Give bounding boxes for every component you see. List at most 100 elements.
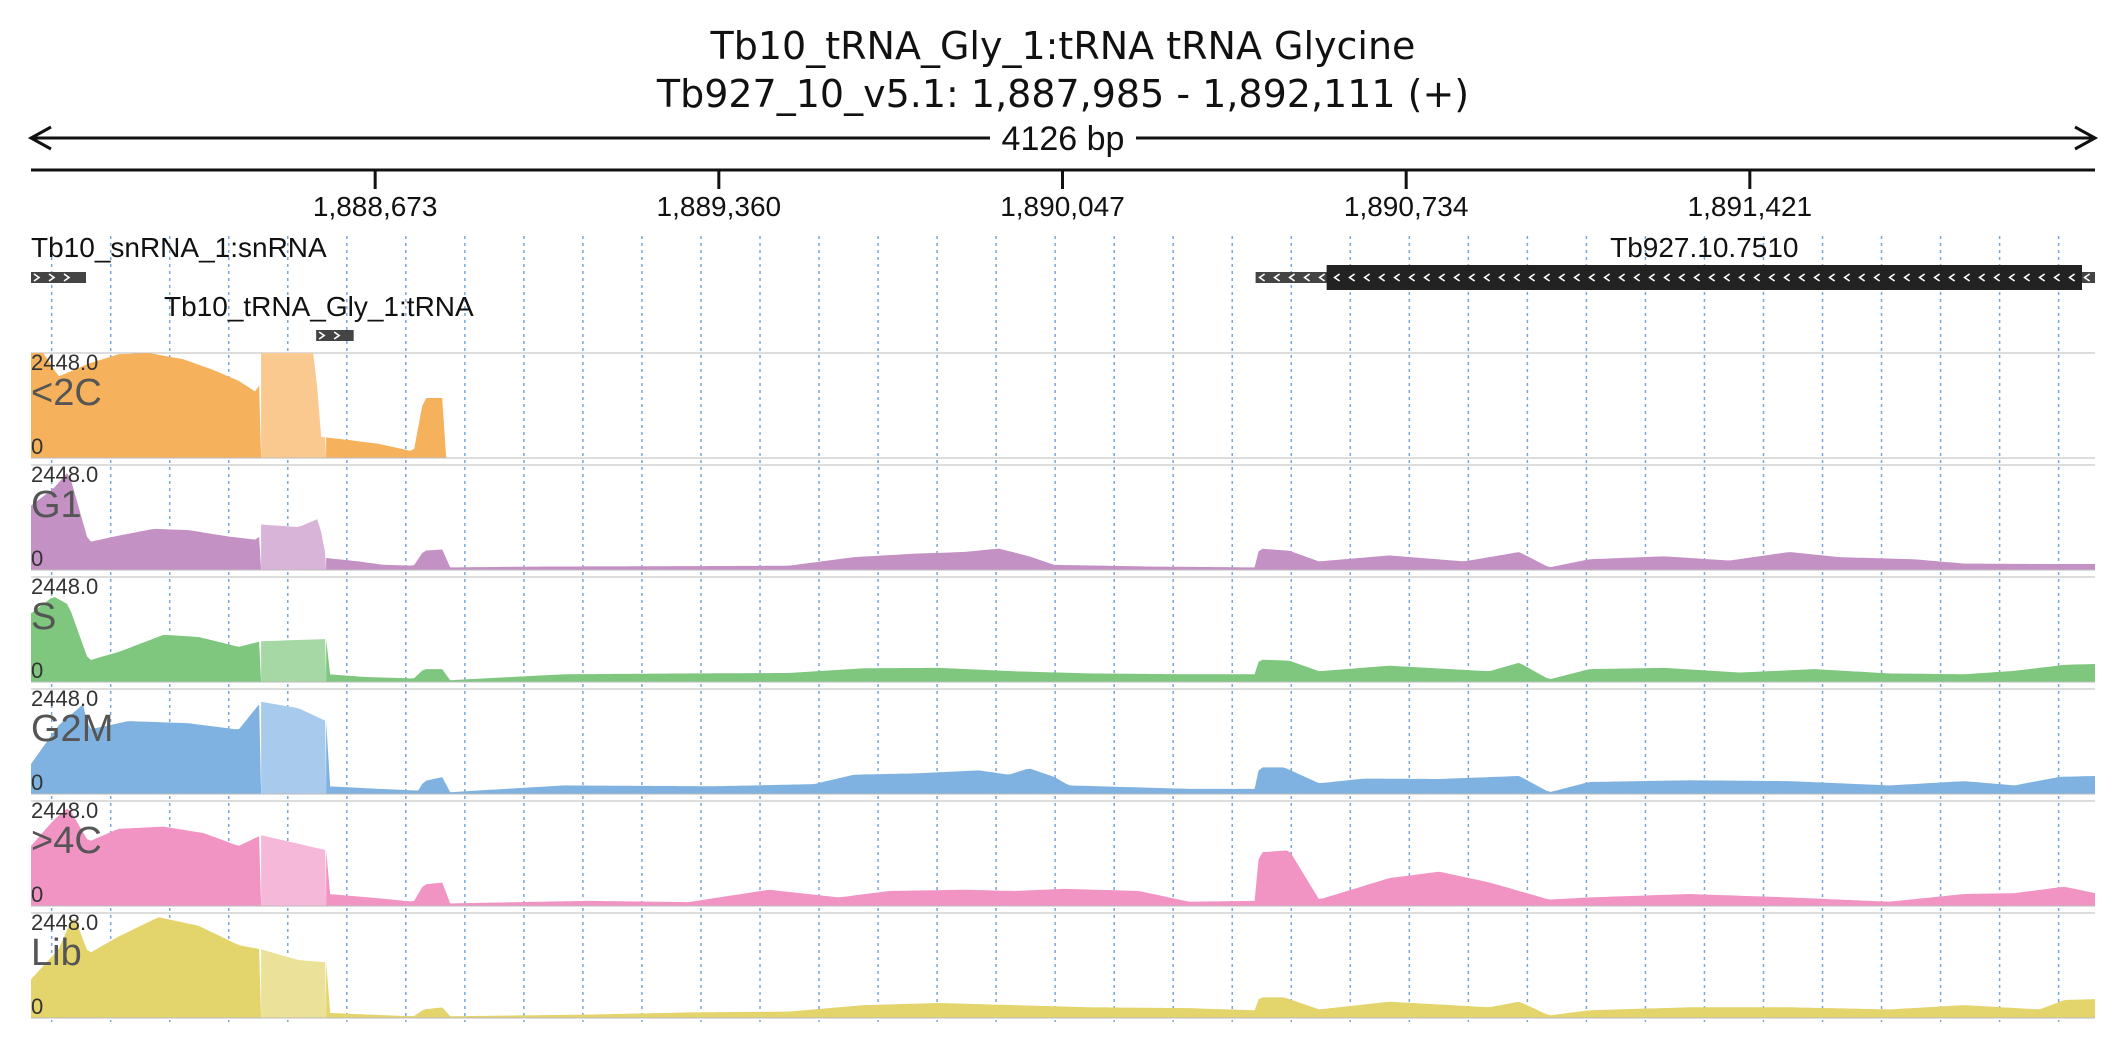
feature-bar bbox=[31, 272, 87, 283]
strand-arrow-glyph bbox=[1948, 273, 1956, 282]
strand-arrow-glyph bbox=[1558, 273, 1566, 282]
track-name-label: <2C bbox=[31, 372, 102, 414]
strand-arrow-glyph bbox=[1798, 273, 1806, 282]
feature-label: Tb10_snRNA_1:snRNA bbox=[31, 232, 327, 263]
strand-arrow-glyph bbox=[1813, 273, 1821, 282]
strand-arrow-glyph bbox=[1843, 273, 1851, 282]
track-ymax-label: 2448.0 bbox=[31, 462, 98, 487]
span-arrow: 4126 bp bbox=[27, 120, 2099, 158]
track-ymin-label: 0 bbox=[31, 882, 43, 907]
coverage-area bbox=[326, 639, 2095, 682]
coverage-track: 2448.0 0 G2M bbox=[31, 686, 2095, 795]
coverage-area bbox=[31, 704, 262, 794]
track-name-label: G1 bbox=[31, 484, 82, 526]
track-ymin-label: 0 bbox=[31, 994, 43, 1019]
strand-arrow-glyph bbox=[2023, 273, 2031, 282]
strand-arrow-glyph bbox=[1708, 273, 1716, 282]
feature-bar bbox=[316, 330, 354, 341]
coordinate-ruler: 1,888,673 1,889,360 1,890,047 1,890,734 1,89… bbox=[31, 168, 2095, 222]
coverage-area bbox=[326, 397, 2095, 458]
strand-arrow-glyph bbox=[1348, 273, 1356, 282]
feature-label: Tb10_tRNA_Gly_1:tRNA bbox=[164, 291, 474, 322]
ruler-tick-label: 1,888,673 bbox=[313, 191, 438, 222]
strand-arrow-glyph bbox=[1483, 273, 1491, 282]
feature-cds-bar bbox=[1326, 265, 2082, 290]
annotation-track: Tb10_snRNA_1:snRNA Tb10_tRNA_Gly_1:tRNA Tb… bbox=[31, 232, 2095, 341]
strand-arrow-glyph bbox=[1753, 273, 1761, 282]
strand-arrow-glyph bbox=[1933, 273, 1941, 282]
track-name-label: >4C bbox=[31, 820, 102, 862]
strand-arrow-glyph bbox=[2083, 273, 2091, 282]
track-ymax-label: 2448.0 bbox=[31, 574, 98, 599]
track-name-label: Lib bbox=[31, 932, 82, 974]
coverage-area bbox=[326, 548, 2095, 570]
strand-arrow-glyph bbox=[1258, 273, 1266, 282]
track-ymin-label: 0 bbox=[31, 770, 43, 795]
coverage-area bbox=[31, 353, 262, 458]
strand-arrow-glyph bbox=[33, 273, 41, 282]
coverage-area bbox=[31, 917, 262, 1018]
coverage-track: 2448.0 0 <2C bbox=[31, 350, 2095, 459]
strand-arrow-glyph bbox=[1918, 273, 1926, 282]
track-name-label: S bbox=[31, 596, 56, 638]
coverage-area-highlight bbox=[261, 835, 327, 906]
strand-arrow-glyph bbox=[1468, 273, 1476, 282]
coverage-area-highlight bbox=[261, 701, 327, 794]
strand-arrow-glyph bbox=[1858, 273, 1866, 282]
strand-arrow-glyph bbox=[1333, 273, 1341, 282]
coverage-area-highlight bbox=[261, 519, 327, 570]
strand-arrow-glyph bbox=[1888, 273, 1896, 282]
strand-arrow-glyph bbox=[2038, 273, 2046, 282]
strand-arrow-glyph bbox=[1408, 273, 1416, 282]
strand-arrow-glyph bbox=[1543, 273, 1551, 282]
strand-arrow-glyph bbox=[1978, 273, 1986, 282]
track-ymax-label: 2448.0 bbox=[31, 798, 98, 823]
ruler-tick-label: 1,890,047 bbox=[1000, 191, 1125, 222]
strand-arrow-glyph bbox=[2008, 273, 2016, 282]
strand-arrow-glyph bbox=[1903, 273, 1911, 282]
track-ymin-label: 0 bbox=[31, 546, 43, 571]
coverage-track: 2448.0 0 G1 bbox=[31, 462, 2095, 571]
strand-arrow-glyph bbox=[1453, 273, 1461, 282]
strand-arrow-glyph bbox=[1393, 273, 1401, 282]
strand-arrow-glyph bbox=[1783, 273, 1791, 282]
coverage-area bbox=[31, 473, 262, 570]
strand-arrow-glyph bbox=[1288, 273, 1296, 282]
strand-arrow-glyph bbox=[1498, 273, 1506, 282]
coverage-area bbox=[326, 721, 2095, 794]
coverage-tracks: 2448.00<2C2448.00G12448.00S2448.00G2M244… bbox=[31, 350, 2095, 1019]
coverage-area-highlight bbox=[261, 949, 327, 1018]
coverage-track: 2448.0 0 Lib bbox=[31, 910, 2095, 1019]
strand-arrow-glyph bbox=[1723, 273, 1731, 282]
strand-arrow-glyph bbox=[1663, 273, 1671, 282]
coverage-area bbox=[31, 597, 262, 682]
feature-label: Tb927.10.7510 bbox=[1610, 232, 1798, 263]
span-arrowhead-left bbox=[27, 125, 52, 151]
strand-arrow-glyph bbox=[333, 331, 341, 340]
strand-arrow-glyph bbox=[48, 273, 56, 282]
coverage-area bbox=[326, 850, 2095, 906]
ruler-tick-label: 1,891,421 bbox=[1688, 191, 1813, 222]
track-ymin-label: 0 bbox=[31, 658, 43, 683]
strand-arrow-glyph bbox=[1993, 273, 2001, 282]
strand-arrow-glyph bbox=[1618, 273, 1626, 282]
strand-arrow-glyph bbox=[2068, 273, 2076, 282]
coverage-area bbox=[326, 962, 2095, 1018]
span-arrowhead-right bbox=[2074, 125, 2099, 151]
strand-arrow-glyph bbox=[1528, 273, 1536, 282]
strand-arrow-glyph bbox=[1633, 273, 1641, 282]
strand-arrow-glyph bbox=[1513, 273, 1521, 282]
strand-arrow-glyph bbox=[1678, 273, 1686, 282]
locus-title: Tb927_10_v5.1: 1,887,985 - 1,892,111 (+) bbox=[656, 72, 1470, 116]
strand-arrow-glyph bbox=[1423, 273, 1431, 282]
strand-arrow-glyph bbox=[1303, 273, 1311, 282]
strand-arrow-glyph bbox=[1588, 273, 1596, 282]
coverage-area-highlight bbox=[261, 639, 327, 682]
span-label: 4126 bp bbox=[1002, 120, 1125, 158]
ruler-tick-label: 1,889,360 bbox=[657, 191, 782, 222]
coverage-track: 2448.0 0 >4C bbox=[31, 798, 2095, 907]
strand-arrow-glyph bbox=[1363, 273, 1371, 282]
track-ymax-label: 2448.0 bbox=[31, 686, 98, 711]
strand-arrow-glyph bbox=[1828, 273, 1836, 282]
strand-arrow-glyph bbox=[1603, 273, 1611, 282]
